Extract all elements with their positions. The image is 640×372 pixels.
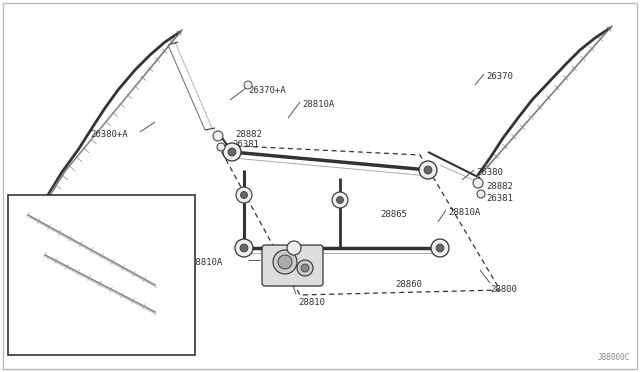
Bar (8, 195, 195, 355)
Text: 28810A: 28810A (448, 208, 480, 217)
Circle shape (241, 192, 248, 199)
Text: 26373M: 26373M (162, 304, 192, 313)
Circle shape (278, 255, 292, 269)
Circle shape (419, 161, 437, 179)
Text: 28882: 28882 (486, 182, 513, 191)
Text: 26380: 26380 (476, 168, 503, 177)
Circle shape (431, 239, 449, 257)
Circle shape (301, 264, 309, 272)
Circle shape (217, 143, 225, 151)
Circle shape (297, 260, 313, 276)
Text: ASSIST: ASSIST (162, 287, 192, 296)
Circle shape (244, 81, 252, 89)
Text: 26370: 26370 (486, 72, 513, 81)
Text: 28810A: 28810A (302, 100, 334, 109)
Circle shape (473, 178, 483, 188)
Text: 28810: 28810 (298, 298, 325, 307)
Circle shape (477, 190, 485, 198)
Text: 26381: 26381 (486, 194, 513, 203)
Text: 26370+A: 26370+A (248, 86, 285, 95)
Circle shape (273, 250, 297, 274)
Text: 26373P: 26373P (162, 278, 192, 287)
Circle shape (223, 143, 241, 161)
Circle shape (287, 241, 301, 255)
Circle shape (228, 148, 236, 156)
Circle shape (332, 192, 348, 208)
Circle shape (337, 196, 344, 203)
FancyBboxPatch shape (262, 245, 323, 286)
Circle shape (424, 166, 432, 174)
Circle shape (240, 244, 248, 252)
Text: 28800: 28800 (490, 285, 517, 294)
Circle shape (235, 239, 253, 257)
Text: 28860: 28860 (395, 280, 422, 289)
Text: 28882: 28882 (235, 130, 262, 139)
Text: 28810A: 28810A (190, 258, 222, 267)
Circle shape (236, 187, 252, 203)
Circle shape (213, 131, 223, 141)
Text: 26381: 26381 (232, 140, 259, 149)
Circle shape (436, 244, 444, 252)
Text: WIPER BLADE REFILLS: WIPER BLADE REFILLS (15, 346, 110, 355)
Text: 26380+A: 26380+A (90, 130, 127, 139)
Text: DRIVER: DRIVER (162, 313, 192, 322)
Text: 28865: 28865 (380, 210, 407, 219)
Text: J88000C: J88000C (598, 353, 630, 362)
